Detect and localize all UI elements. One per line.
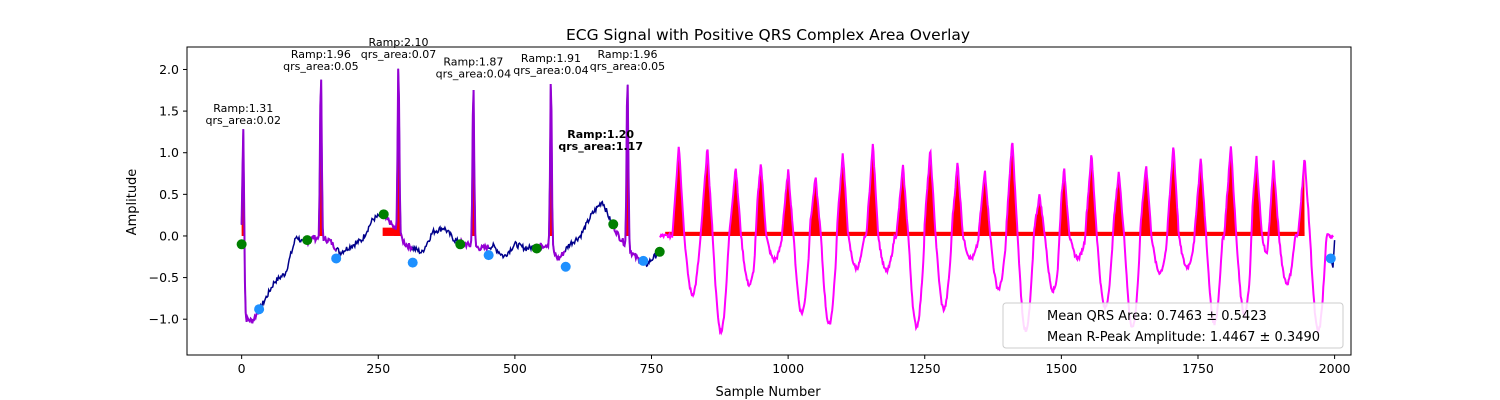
y-tick-label: −1.0 bbox=[149, 312, 179, 327]
x-tick-label: 2000 bbox=[1319, 361, 1351, 376]
annotation-ramp-long: Ramp:1.20 bbox=[567, 128, 634, 141]
legend: Mean QRS Area: 0.7463 ± 0.5423 Mean R-Pe… bbox=[1002, 302, 1344, 349]
annotation-qrs-area-beat-4: qrs_area:0.04 bbox=[436, 67, 511, 80]
qrs-offset-marker-2 bbox=[331, 253, 342, 264]
qrs-area-baseline-band bbox=[665, 231, 1305, 236]
qrs-onset-marker-1 bbox=[236, 239, 247, 250]
x-tick-label: 750 bbox=[640, 361, 664, 376]
qrs-segment-beat-3 bbox=[384, 68, 414, 253]
qrs-area-fill-long bbox=[665, 143, 1305, 236]
annotation-qrs-area-beat-6: qrs_area:0.05 bbox=[590, 60, 665, 73]
chart-title: ECG Signal with Positive QRS Complex Are… bbox=[566, 26, 970, 44]
qrs-area-fill-extra bbox=[382, 227, 399, 236]
x-tick-label: 500 bbox=[503, 361, 527, 376]
annotation-ramp-beat-2: Ramp:1.96 bbox=[291, 48, 351, 61]
qrs-onset-marker-3 bbox=[378, 209, 389, 220]
x-axis: 0 250 500 750 1000 1250 1500 1750 2000 bbox=[238, 355, 1351, 376]
qrs-offset-marker-6 bbox=[638, 255, 649, 266]
qrs-offset-marker-1 bbox=[254, 304, 265, 315]
legend-box bbox=[1002, 302, 1344, 349]
qrs-onset-marker-6 bbox=[608, 219, 619, 230]
annotation-qrs-area-long: qrs_area:1.17 bbox=[558, 140, 643, 153]
x-tick-label: 1500 bbox=[1045, 361, 1077, 376]
x-tick-label: 0 bbox=[238, 361, 246, 376]
y-axis: −1.0 −0.5 0.0 0.5 1.0 1.5 2.0 bbox=[149, 62, 187, 327]
y-tick-label: 2.0 bbox=[159, 62, 179, 77]
qrs-onset-marker-long bbox=[654, 246, 665, 257]
qrs-onset-marker-2 bbox=[302, 235, 313, 246]
noisy-qrs-segment-line bbox=[659, 142, 1334, 336]
x-axis-label: Sample Number bbox=[715, 385, 821, 400]
plot-frame bbox=[186, 46, 1352, 356]
qrs-offset-marker-4 bbox=[483, 250, 494, 261]
y-axis-label: Amplitude bbox=[125, 169, 140, 236]
annotation-ramp-beat-4: Ramp:1.87 bbox=[443, 55, 503, 68]
qrs-offset-marker-3 bbox=[407, 257, 418, 268]
annotation-qrs-area-beat-3: qrs_area:0.07 bbox=[361, 48, 436, 61]
y-tick-label: 1.5 bbox=[159, 104, 179, 119]
annotation-ramp-beat-6: Ramp:1.96 bbox=[597, 48, 657, 61]
x-tick-label: 250 bbox=[366, 361, 390, 376]
annotation-qrs-area-beat-5: qrs_area:0.04 bbox=[513, 64, 588, 77]
qrs-offset-marker-5 bbox=[560, 261, 571, 272]
x-tick-label: 1250 bbox=[909, 361, 941, 376]
legend-entry-mean-r-peak-amplitude: Mean R-Peak Amplitude: 1.4467 ± 0.3490 bbox=[1047, 330, 1320, 345]
plot-area: Ramp:1.31qrs_area:0.02Ramp:1.96qrs_area:… bbox=[206, 36, 1336, 336]
qrs-onset-marker-4 bbox=[455, 239, 466, 250]
qrs-segment-beat-6 bbox=[612, 84, 645, 264]
annotation-qrs-area-beat-1: qrs_area:0.02 bbox=[206, 114, 281, 127]
qrs-offset-marker-long bbox=[1325, 253, 1336, 264]
y-tick-label: 0.5 bbox=[159, 187, 179, 202]
y-tick-label: 1.0 bbox=[159, 145, 179, 160]
x-tick-label: 1750 bbox=[1182, 361, 1214, 376]
qrs-onset-marker-5 bbox=[531, 243, 542, 254]
y-tick-label: 0.0 bbox=[159, 228, 179, 243]
x-tick-label: 1000 bbox=[772, 361, 804, 376]
annotation-ramp-beat-3: Ramp:2.10 bbox=[368, 36, 428, 49]
annotation-qrs-area-beat-2: qrs_area:0.05 bbox=[283, 60, 358, 73]
legend-entry-mean-qrs-area: Mean QRS Area: 0.7463 ± 0.5423 bbox=[1047, 309, 1267, 324]
y-tick-label: −0.5 bbox=[149, 270, 179, 285]
annotation-ramp-beat-1: Ramp:1.31 bbox=[213, 102, 273, 115]
qrs-segment-beat-2 bbox=[306, 79, 337, 252]
annotation-ramp-beat-5: Ramp:1.91 bbox=[521, 52, 581, 65]
